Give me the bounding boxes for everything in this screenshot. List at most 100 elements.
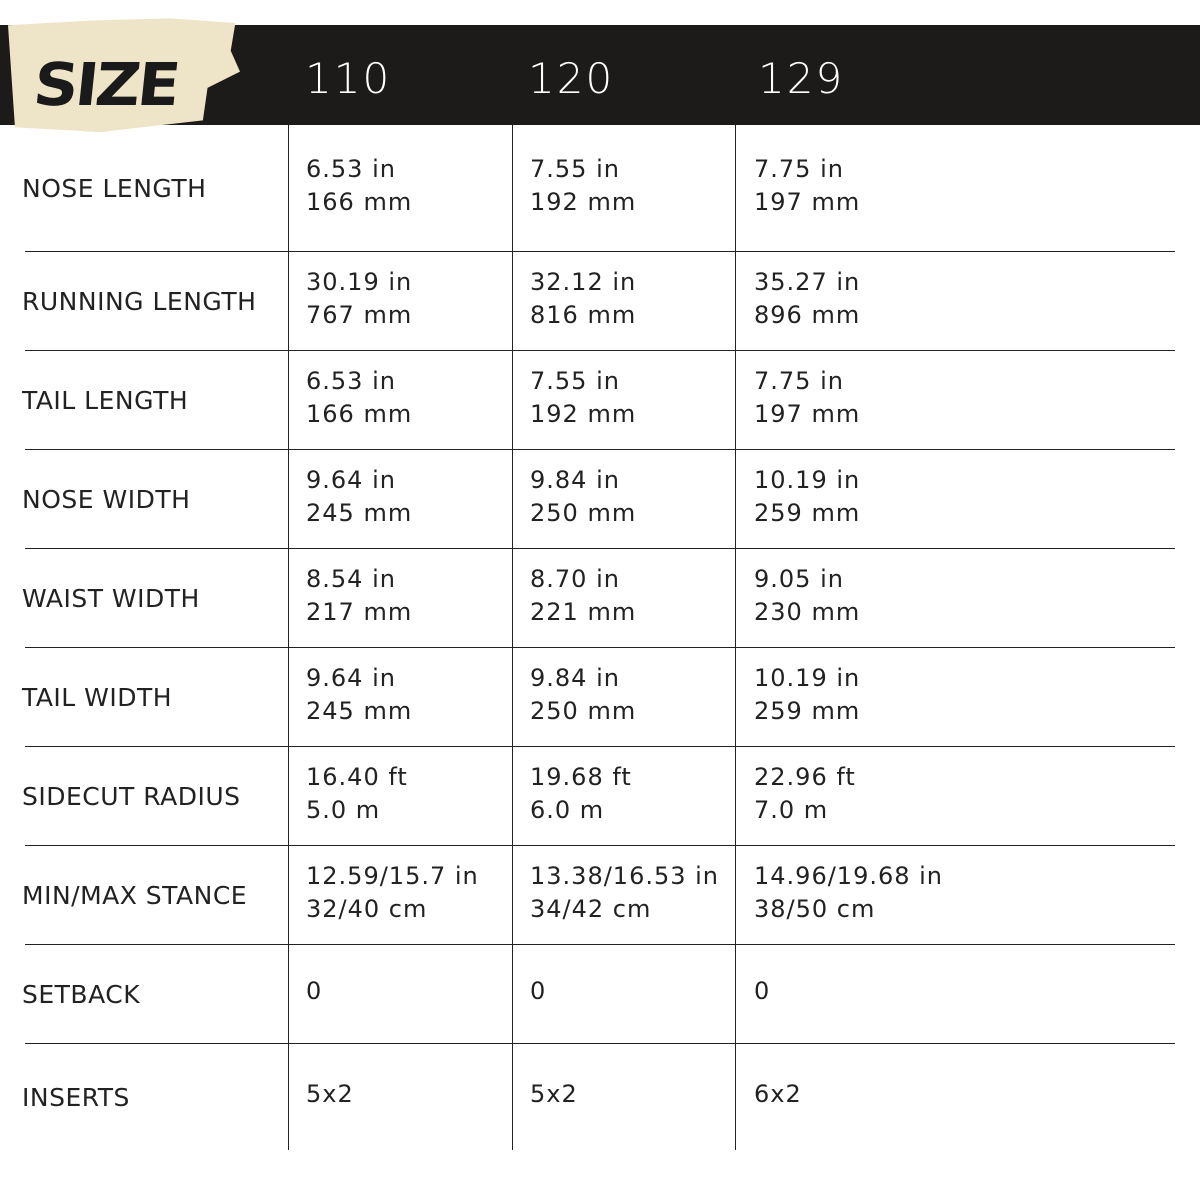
spec-cell: 14.96/19.68 in 38/50 cm: [754, 860, 943, 926]
spec-cell: 30.19 in 767 mm: [306, 266, 412, 332]
spec-value-imperial: 9.84 in: [530, 465, 620, 494]
row-divider: [25, 548, 1175, 549]
spec-cell: 6.53 in 166 mm: [306, 365, 412, 431]
spec-value-metric: 38/50 cm: [754, 894, 876, 923]
row-label: SETBACK: [22, 979, 141, 1009]
spec-value-imperial: 13.38/16.53 in: [530, 861, 720, 890]
spec-cell: 9.84 in 250 mm: [530, 662, 636, 728]
row-divider: [25, 647, 1175, 648]
spec-value-metric: 166 mm: [306, 188, 413, 216]
spec-cell: 0: [754, 975, 770, 1008]
spec-cell: 9.84 in 250 mm: [530, 464, 636, 530]
spec-cell: 7.75 in 197 mm: [754, 153, 860, 219]
spec-cell: 10.19 in 259 mm: [754, 662, 860, 728]
spec-value-metric: 221 mm: [530, 597, 637, 626]
column-divider: [512, 125, 513, 1150]
spec-value-imperial: 9.84 in: [530, 663, 620, 692]
row-label: RUNNING LENGTH: [22, 286, 257, 316]
size-logo-text: SIZE: [30, 49, 181, 120]
row-label: SIDECUT RADIUS: [22, 781, 241, 811]
row-label: WAIST WIDTH: [22, 583, 200, 613]
spec-value-metric: 259 mm: [754, 696, 861, 725]
spec-cell: 7.55 in 192 mm: [530, 153, 636, 219]
spec-value-metric: 32/40 cm: [306, 894, 428, 923]
row-label: INSERTS: [22, 1082, 130, 1112]
spec-value-imperial: 7.55 in: [530, 366, 620, 395]
spec-value-metric: 5.0 m: [306, 795, 381, 824]
spec-cell: 9.64 in 245 mm: [306, 662, 412, 728]
spec-cell: 9.64 in 245 mm: [306, 464, 412, 530]
spec-value-imperial: 10.19 in: [754, 465, 861, 494]
spec-cell: 12.59/15.7 in 32/40 cm: [306, 860, 479, 926]
spec-cell: 8.70 in 221 mm: [530, 563, 636, 629]
spec-value-imperial: 7.75 in: [754, 366, 844, 395]
spec-cell: 6x2: [754, 1078, 802, 1111]
row-divider: [25, 251, 1175, 252]
spec-value-imperial: 12.59/15.7 in: [306, 861, 479, 890]
spec-value-imperial: 9.64 in: [306, 465, 396, 494]
spec-value-metric: 767 mm: [306, 300, 413, 329]
size-129-heading: 129: [758, 54, 845, 103]
spec-value-imperial: 35.27 in: [754, 267, 861, 296]
row-divider: [25, 350, 1175, 351]
spec-value-imperial: 9.64 in: [306, 663, 396, 692]
spec-value-metric: 259 mm: [754, 498, 861, 527]
spec-value-imperial: 22.96 ft: [754, 762, 856, 791]
spec-cell: 13.38/16.53 in 34/42 cm: [530, 860, 719, 926]
spec-value-metric: 166 mm: [306, 399, 413, 428]
row-divider: [25, 1043, 1175, 1044]
spec-value-imperial: 19.68 ft: [530, 762, 632, 791]
column-divider: [288, 125, 289, 1150]
spec-cell: 0: [306, 975, 322, 1008]
spec-value-imperial: 8.54 in: [306, 564, 396, 593]
spec-value-metric: 217 mm: [306, 597, 413, 626]
row-divider: [25, 449, 1175, 450]
spec-cell: 5x2: [530, 1078, 578, 1111]
spec-value-imperial: 14.96/19.68 in: [754, 861, 944, 890]
size-120-heading: 120: [528, 54, 615, 103]
spec-value-imperial: 9.05 in: [754, 564, 844, 593]
spec-cell: 7.75 in 197 mm: [754, 365, 860, 431]
spec-value-metric: 192 mm: [530, 188, 637, 216]
spec-cell: 9.05 in 230 mm: [754, 563, 860, 629]
spec-value-imperial: 30.19 in: [306, 267, 413, 296]
row-label: TAIL LENGTH: [22, 385, 189, 415]
column-divider: [735, 125, 736, 1150]
spec-value-metric: 197 mm: [754, 399, 861, 428]
row-divider: [25, 746, 1175, 747]
spec-value-imperial: 5x2: [530, 1080, 578, 1108]
spec-cell: 8.54 in 217 mm: [306, 563, 412, 629]
spec-value-imperial: 6.53 in: [306, 155, 396, 183]
spec-value-metric: 245 mm: [306, 696, 413, 725]
spec-value-metric: 816 mm: [530, 300, 637, 329]
spec-value-metric: 7.0 m: [754, 795, 829, 824]
row-label: NOSE LENGTH: [22, 174, 207, 203]
spec-value-metric: 6.0 m: [530, 795, 605, 824]
spec-cell: 22.96 ft 7.0 m: [754, 761, 856, 827]
size-tape-logo: SIZE: [8, 18, 240, 132]
spec-value-imperial: 6x2: [754, 1080, 802, 1108]
spec-cell: 32.12 in 816 mm: [530, 266, 636, 332]
spec-value-imperial: 32.12 in: [530, 267, 637, 296]
spec-value-imperial: 7.75 in: [754, 155, 844, 183]
spec-value-metric: 197 mm: [754, 188, 861, 216]
spec-cell: 10.19 in 259 mm: [754, 464, 860, 530]
spec-value-metric: 34/42 cm: [530, 894, 652, 923]
spec-value-imperial: 6.53 in: [306, 366, 396, 395]
spec-value-metric: 250 mm: [530, 498, 637, 527]
size-110-heading: 110: [305, 54, 392, 103]
row-label: MIN/MAX STANCE: [22, 880, 248, 910]
spec-cell: 5x2: [306, 1078, 354, 1111]
spec-value-imperial: 0: [306, 977, 323, 1005]
row-divider: [25, 944, 1175, 945]
spec-cell: 7.55 in 192 mm: [530, 365, 636, 431]
row-label: TAIL WIDTH: [22, 682, 173, 712]
spec-cell: 16.40 ft 5.0 m: [306, 761, 408, 827]
spec-value-imperial: 16.40 ft: [306, 762, 408, 791]
spec-cell: 0: [530, 975, 546, 1008]
spec-value-metric: 245 mm: [306, 498, 413, 527]
spec-cell: 35.27 in 896 mm: [754, 266, 860, 332]
spec-value-metric: 230 mm: [754, 597, 861, 626]
row-label: NOSE WIDTH: [22, 484, 191, 514]
spec-cell: 19.68 ft 6.0 m: [530, 761, 632, 827]
